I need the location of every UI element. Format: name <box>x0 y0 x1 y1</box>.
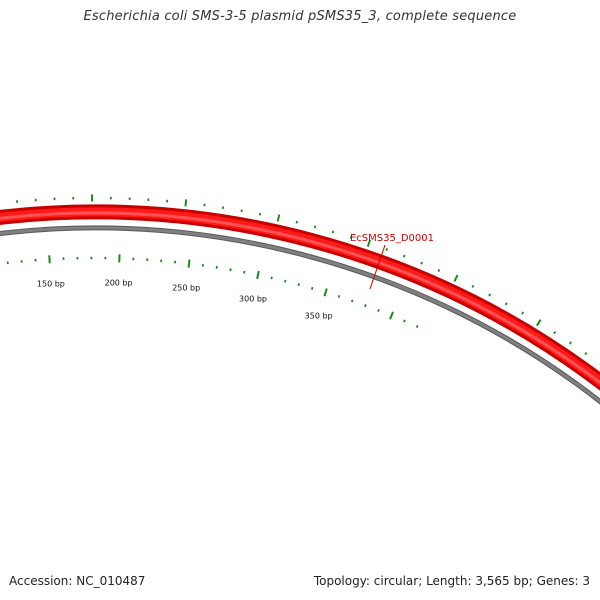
ruler-major-tick <box>187 259 191 268</box>
outer-minor-tick <box>331 230 335 234</box>
outer-minor-tick <box>471 284 475 288</box>
ruler-minor-tick <box>415 325 419 329</box>
ruler-tick-label: 350 bp <box>305 311 333 320</box>
ruler-minor-tick <box>270 276 273 280</box>
ruler-minor-tick <box>350 299 354 303</box>
ruler-tick-label: 200 bp <box>105 278 133 287</box>
ruler-minor-tick <box>297 283 300 287</box>
gene-feature-ecsms35-d0001[interactable] <box>0 204 600 577</box>
outer-minor-tick <box>568 341 572 345</box>
ruler-minor-tick <box>337 295 341 298</box>
outer-minor-tick <box>584 352 588 356</box>
outer-minor-tick <box>488 293 492 297</box>
accession-text: Accession: NC_010487 <box>9 574 146 588</box>
outer-major-tick <box>184 199 188 207</box>
topology-summary-text: Topology: circular; Length: 3,565 bp; Ge… <box>313 574 590 588</box>
ruler-minor-tick <box>284 279 287 283</box>
ruler-minor-tick <box>403 319 406 323</box>
outer-major-tick <box>453 274 459 282</box>
outer-major-tick <box>536 319 542 327</box>
outer-minor-tick <box>521 311 524 315</box>
outer-minor-tick <box>437 268 441 273</box>
ruler-minor-tick <box>377 308 380 312</box>
outer-minor-tick <box>385 247 388 251</box>
gene-label-ecsms35-d0001[interactable]: EcSMS35_D0001 <box>350 233 434 244</box>
ruler-major-tick <box>323 288 328 297</box>
outer-minor-tick <box>295 220 298 224</box>
plasmid-backbone <box>0 225 600 405</box>
outer-major-tick <box>276 214 281 222</box>
outer-minor-tick <box>349 235 353 239</box>
gene-label-leader <box>369 244 386 290</box>
outer-minor-tick <box>504 302 508 306</box>
outer-tick-row <box>16 194 600 366</box>
outer-minor-tick <box>420 261 423 265</box>
outer-minor-tick <box>313 225 317 229</box>
ruler-major-tick <box>256 270 260 280</box>
ruler-major-tick <box>389 311 394 320</box>
map-title: Escherichia coli SMS-3-5 plasmid pSMS35_… <box>83 9 517 24</box>
ruler-tick-label: 150 bp <box>37 279 65 288</box>
outer-major-tick <box>366 239 371 247</box>
ruler-minor-tick <box>364 304 367 308</box>
ruler-tick-label: 250 bp <box>172 283 200 292</box>
outer-minor-tick <box>553 331 557 335</box>
ruler-minor-tick <box>311 286 314 290</box>
ruler-tick-label: 300 bp <box>239 294 267 303</box>
outer-minor-tick <box>402 254 406 258</box>
